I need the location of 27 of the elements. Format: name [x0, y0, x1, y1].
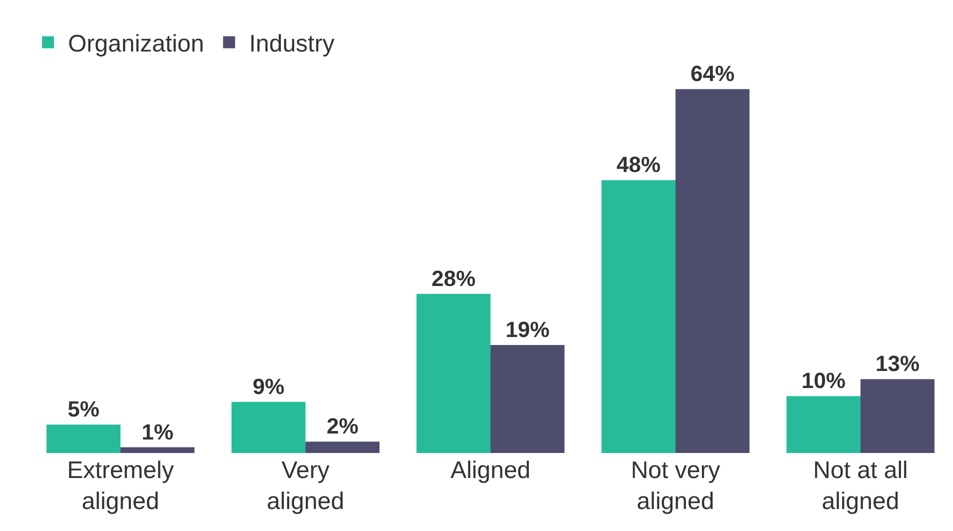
- bar: [416, 294, 490, 453]
- data-label: 19%: [505, 316, 550, 342]
- x-tick-label: Very aligned: [266, 457, 344, 516]
- bar: [232, 402, 306, 453]
- data-label: 2%: [326, 414, 358, 439]
- x-tick-label: Not at all aligned: [813, 457, 908, 516]
- data-label: 13%: [875, 351, 920, 376]
- bar: [120, 447, 194, 453]
- legend-label: Industry: [249, 30, 334, 58]
- legend-label: Organization: [68, 30, 204, 58]
- data-label: 5%: [68, 396, 100, 422]
- bar: [306, 442, 380, 453]
- data-label: 10%: [801, 368, 846, 394]
- bar: [602, 180, 676, 453]
- bar: [490, 344, 564, 453]
- data-label: 48%: [616, 152, 661, 178]
- data-label: 9%: [252, 374, 284, 399]
- data-label: 64%: [690, 61, 735, 86]
- data-label: 1%: [142, 419, 174, 444]
- x-tick-label: Not very aligned: [630, 457, 720, 516]
- x-tick-label: Extremely aligned: [67, 457, 174, 516]
- bar: [786, 396, 860, 453]
- bar: [860, 379, 934, 453]
- bar: [46, 424, 120, 453]
- data-label: 28%: [431, 266, 476, 291]
- x-tick-label: Aligned: [450, 457, 531, 484]
- bar: [676, 89, 750, 453]
